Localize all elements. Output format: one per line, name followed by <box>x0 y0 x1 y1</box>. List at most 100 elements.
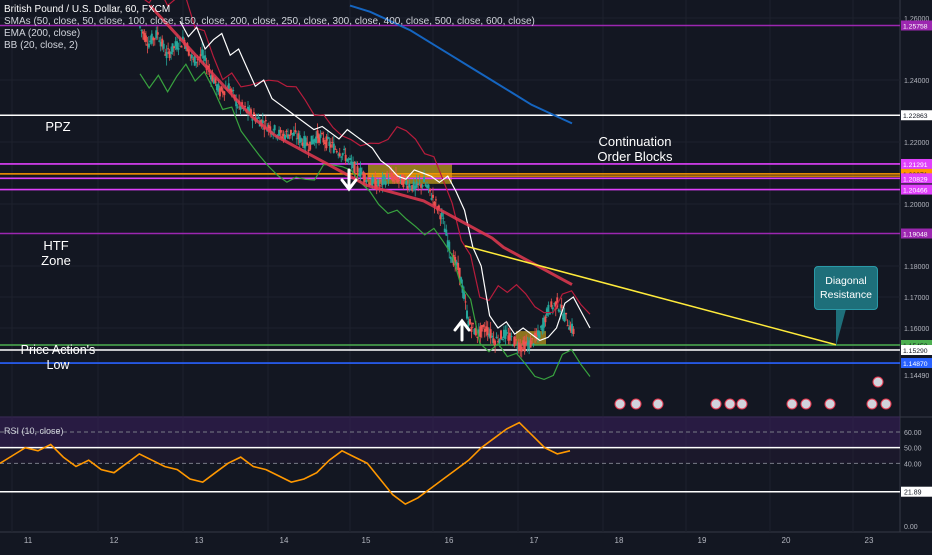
time-tick-label: 20 <box>782 536 791 545</box>
level-label-box <box>901 339 932 350</box>
candle-body <box>273 125 276 131</box>
chart-legend: British Pound / U.S. Dollar, 60, FXCM SM… <box>4 4 535 52</box>
candle-body <box>403 176 406 179</box>
candle-body <box>525 341 528 345</box>
time-tick-label: 15 <box>362 536 371 545</box>
annotation-htf-line2: Zone <box>41 253 71 268</box>
candle-body <box>353 161 356 174</box>
candle-body <box>562 313 565 320</box>
economic-event-icons <box>614 376 892 410</box>
candle-body <box>572 328 575 335</box>
candle-body <box>289 129 292 135</box>
level-label-box <box>901 184 932 195</box>
candle-body <box>463 292 466 299</box>
candle-body <box>538 332 541 339</box>
candle-body <box>505 332 508 334</box>
candle-body <box>479 326 482 338</box>
level-label-box <box>901 358 932 369</box>
annotation-ppz: PPZ <box>38 119 78 134</box>
candle-body <box>440 212 443 217</box>
candle-body <box>396 177 399 183</box>
candle-body <box>261 120 264 124</box>
candle-body <box>372 178 375 182</box>
candle-body <box>408 183 411 188</box>
legend-smas[interactable]: SMAs (50, close, 50, close, 100, close, … <box>4 16 535 27</box>
candle-body <box>322 137 325 143</box>
candle-body <box>304 137 307 147</box>
candle-body <box>294 130 297 133</box>
annotation-continuation: Continuation Order Blocks <box>590 134 680 164</box>
event-flag-icon <box>710 398 722 410</box>
candle-body <box>406 186 409 189</box>
time-tick-label: 13 <box>195 536 204 545</box>
candle-body <box>437 205 440 209</box>
annotation-pal-line1: Price Action's <box>20 343 96 357</box>
candle-body <box>181 36 184 41</box>
candle-body <box>571 323 574 333</box>
candle-body <box>532 343 535 346</box>
legend-ema[interactable]: EMA (200, close) <box>4 28 81 39</box>
candle-body <box>150 33 153 44</box>
candle-body <box>507 335 510 341</box>
diagonal-resistance-line <box>464 245 837 346</box>
candle-body <box>170 51 173 55</box>
candle-body <box>193 55 196 66</box>
candle-body <box>184 45 187 49</box>
candle-body <box>232 89 235 91</box>
callout-diagonal-resistance[interactable]: Diagonal Resistance <box>814 266 878 310</box>
candle-body <box>454 256 457 265</box>
candle-body <box>433 201 436 207</box>
candle-body <box>448 241 451 252</box>
candle-body <box>164 54 167 56</box>
candle-body <box>445 229 448 236</box>
candle-body <box>389 173 392 175</box>
legend-symbol[interactable]: British Pound / U.S. Dollar, 60, FXCM <box>4 4 171 15</box>
candle-body <box>535 335 538 337</box>
candle-body <box>539 326 542 328</box>
candle-body <box>491 335 494 338</box>
rsi-tick-label: 50.00 <box>904 446 922 453</box>
candle-body <box>267 124 270 129</box>
candle-body <box>548 312 551 315</box>
candle-body <box>563 312 566 322</box>
candle-body <box>464 301 467 303</box>
annotation-price-action-low: Price Action's Low <box>18 343 98 373</box>
candle-body <box>501 339 504 341</box>
price-tick-label: 1.16000 <box>904 326 929 333</box>
event-flag-icon <box>630 398 642 410</box>
candle-body <box>282 133 285 137</box>
legend-rsi[interactable]: RSI (10, close) <box>4 426 64 436</box>
candle-body <box>508 332 511 341</box>
candle-body <box>161 38 164 47</box>
candle-body <box>424 184 427 186</box>
rsi-line <box>0 421 571 506</box>
candle-body <box>303 136 306 149</box>
legend-bb[interactable]: BB (20, close, 2) <box>4 40 78 51</box>
candle-body <box>502 329 505 339</box>
annotation-continuation-line2: Order Blocks <box>597 149 673 164</box>
candle-body <box>514 339 517 341</box>
candle-body <box>149 40 152 43</box>
candle-body <box>544 316 547 323</box>
candle-body <box>315 136 318 144</box>
candle-body <box>359 167 362 177</box>
callout-diagonal-line2: Resistance <box>820 289 872 301</box>
price-tick-label: 1.26000 <box>904 16 929 23</box>
candle-body <box>384 181 387 186</box>
candle-body <box>177 48 180 50</box>
candle-body <box>397 179 400 181</box>
event-flag-icon <box>786 398 798 410</box>
candle-body <box>480 325 483 332</box>
rsi-value-box <box>901 486 932 497</box>
candle-body <box>204 55 207 61</box>
candle-body <box>307 149 310 152</box>
candle-body <box>352 162 355 169</box>
candle-body <box>210 75 213 80</box>
candle-body <box>301 142 304 147</box>
candle-body <box>471 322 474 325</box>
candle-body <box>155 30 158 39</box>
candle-body <box>457 263 460 271</box>
candle-body <box>409 188 412 190</box>
